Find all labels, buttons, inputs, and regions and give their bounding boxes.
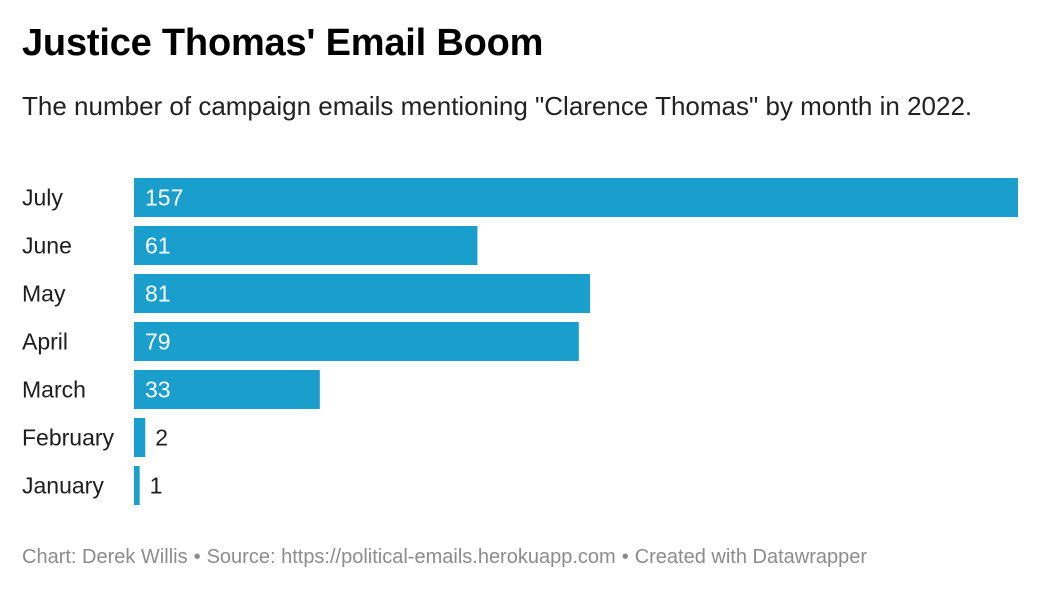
bar-value-june: 61	[145, 233, 171, 259]
bar-april[interactable]	[134, 322, 579, 361]
bar-label-january: January	[22, 473, 104, 499]
bar-label-march: March	[22, 377, 86, 403]
bar-july[interactable]	[134, 178, 1018, 217]
bar-february[interactable]	[134, 418, 145, 457]
footer-separator: •	[622, 546, 629, 568]
bar-june[interactable]	[134, 226, 477, 265]
bar-value-july: 157	[145, 185, 183, 211]
bar-value-march: 33	[145, 377, 171, 403]
bar-value-january: 1	[150, 473, 163, 499]
bars-group: July 157 June 61 May 81 April 79 March 33 February…	[22, 178, 1018, 505]
bar-label-june: June	[22, 233, 72, 259]
chart-credit: Chart: Derek Willis	[22, 546, 188, 568]
bar-value-may: 81	[145, 281, 171, 307]
bar-value-february: 2	[155, 425, 168, 451]
bar-label-may: May	[22, 281, 66, 307]
bar-label-july: July	[22, 185, 63, 211]
bar-label-april: April	[22, 329, 68, 355]
bar-may[interactable]	[134, 274, 590, 313]
created-with-credit[interactable]: Created with Datawrapper	[635, 546, 867, 568]
bar-label-february: February	[22, 425, 115, 451]
chart-footer: Chart: Derek Willis • Source: https://poli…	[22, 546, 867, 569]
footer-separator: •	[194, 546, 201, 568]
bar-january[interactable]	[134, 466, 140, 505]
bar-value-april: 79	[145, 329, 171, 355]
source-link[interactable]: Source: https://political-emails.herokua…	[207, 546, 616, 568]
